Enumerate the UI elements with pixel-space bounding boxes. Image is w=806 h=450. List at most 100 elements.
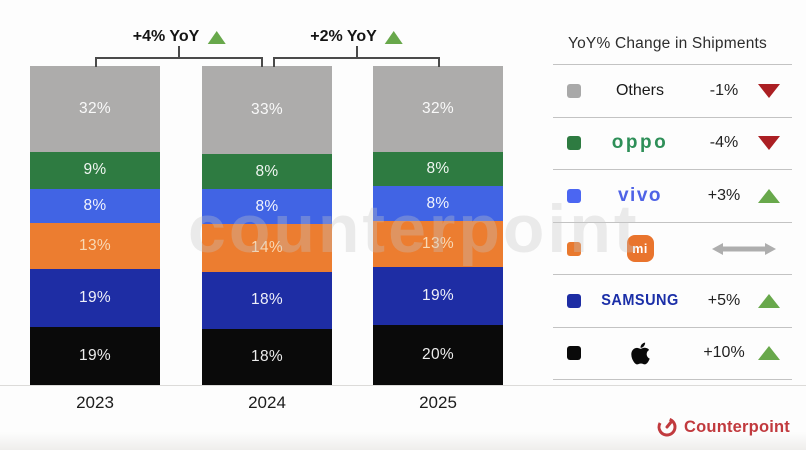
segment-value-label: 33% (251, 101, 283, 119)
segment-value-label: 13% (422, 234, 454, 252)
yoy-change-value: -1% (709, 81, 739, 99)
yoy-bracket-2023-2024: +4% YoY (95, 28, 263, 67)
trend-up-icon (758, 346, 780, 361)
yoy-change-value: +5% (707, 292, 741, 310)
trend-down-icon (758, 136, 780, 151)
bar-stack-2024: 33% 8% 8% 14% 18% 18% (202, 66, 332, 385)
bracket-tick (355, 46, 358, 59)
segment-value-label: 18% (251, 291, 283, 309)
yoy-annotation-label: +2% YoY (310, 28, 377, 45)
bar-stack-2023: 32% 9% 8% 13% 19% 19% (30, 66, 160, 385)
segment-samsung-2025: 19% (373, 266, 503, 325)
legend-row-apple: +10% (553, 326, 792, 380)
segment-vivo-2023: 8% (30, 188, 160, 224)
xiaomi-mi-logo-icon: mi (626, 235, 654, 263)
yoy-change-value: +10% (703, 344, 745, 362)
legend-swatch-vivo (567, 188, 581, 203)
legend-row-others: Others -1% (553, 64, 792, 117)
segment-value-label: 8% (426, 159, 450, 177)
segment-value-label: 8% (83, 196, 107, 214)
segment-oppo-2025: 8% (373, 151, 503, 187)
trend-down-icon (758, 83, 780, 98)
trend-flat-cell (699, 242, 789, 256)
segment-value-label: 19% (79, 288, 111, 306)
segment-vivo-2025: 8% (373, 186, 503, 222)
yoy-bracket-2024-2025: +2% YoY (273, 28, 440, 67)
bar-2025: 32% 8% 8% 13% 19% 20% 2025 (373, 66, 503, 413)
segment-value-label: 8% (255, 197, 279, 215)
flat-trend-arrow-icon (712, 242, 776, 255)
segment-value-label: 9% (83, 161, 107, 178)
segment-value-label: 32% (422, 99, 454, 117)
counterpoint-logo: Counterpoint (656, 416, 790, 438)
brand-cell-others: Others (581, 82, 699, 100)
trend-cell (749, 346, 789, 361)
legend-row-xiaomi: mi (553, 221, 792, 275)
segment-apple-2025: 20% (373, 324, 503, 385)
bar-2023: 32% 9% 8% 13% 19% 19% 2023 (30, 66, 160, 413)
segment-others-2023: 32% (30, 66, 160, 152)
brand-cell-apple (581, 341, 699, 366)
trend-up-icon (207, 30, 226, 44)
segment-apple-2023: 19% (30, 326, 160, 385)
segment-value-label: 19% (422, 286, 454, 304)
legend-row-vivo: vivo +3% (553, 169, 792, 222)
segment-vivo-2024: 8% (202, 189, 332, 225)
bar-stack-2025: 32% 8% 8% 13% 19% 20% (373, 66, 503, 385)
legend-swatch-oppo (567, 136, 581, 151)
segment-others-2024: 33% (202, 66, 332, 155)
trend-up-icon (758, 294, 780, 309)
x-axis-label-2024: 2024 (248, 393, 286, 412)
segment-xiaomi-2023: 13% (30, 223, 160, 269)
brand-cell-vivo: vivo (581, 185, 699, 207)
segment-xiaomi-2024: 14% (202, 224, 332, 273)
segment-value-label: 20% (422, 345, 454, 363)
segment-value-label: 32% (79, 99, 111, 117)
brand-cell-xiaomi: mi (581, 235, 699, 263)
x-axis-line (0, 385, 806, 386)
yoy-change-value: +3% (707, 186, 741, 204)
segment-oppo-2023: 9% (30, 151, 160, 189)
vivo-wordmark: vivo (617, 184, 663, 206)
trend-cell (749, 188, 789, 203)
apple-logo-icon (630, 342, 650, 365)
legend-swatch-others (567, 83, 581, 98)
brand-cell-samsung: SAMSUNG (581, 292, 699, 310)
yoy-change-value: -4% (709, 134, 739, 152)
segment-value-label: 13% (79, 237, 111, 255)
legend-title: YoY% Change in Shipments (568, 35, 767, 52)
yoy-annotation-2024: +4% YoY (133, 28, 226, 46)
brand-cell-oppo: oppo (581, 132, 699, 154)
segment-oppo-2024: 8% (202, 154, 332, 190)
legend-swatch-apple (567, 346, 581, 361)
counterpoint-wordmark: Counterpoint (684, 417, 790, 436)
bracket-tick (178, 46, 180, 59)
segment-value-label: 19% (79, 346, 111, 364)
trend-cell (749, 294, 789, 309)
trend-cell (749, 136, 789, 151)
segment-others-2025: 32% (373, 66, 503, 152)
yoy-annotation-2025: +2% YoY (310, 28, 403, 46)
legend-row-samsung: SAMSUNG +5% (553, 274, 792, 327)
segment-value-label: 18% (251, 347, 283, 365)
legend-row-oppo: oppo -4% (553, 116, 792, 170)
segment-value-label: 8% (255, 162, 279, 180)
segment-value-label: 8% (426, 194, 450, 212)
oppo-wordmark: oppo (611, 132, 669, 154)
counterpoint-gauge-icon (657, 417, 677, 437)
segment-samsung-2023: 19% (30, 268, 160, 327)
trend-up-icon (384, 30, 403, 44)
x-axis-label-2023: 2023 (76, 393, 114, 412)
segment-xiaomi-2025: 13% (373, 221, 503, 267)
segment-samsung-2024: 18% (202, 272, 332, 329)
legend-list: Others -1% oppo -4% vivo +3% mi SAMSUNG +5% +10% (553, 64, 792, 380)
bar-2024: 33% 8% 8% 14% 18% 18% 2024 (202, 66, 332, 413)
samsung-wordmark: SAMSUNG (601, 292, 679, 310)
yoy-annotation-label: +4% YoY (132, 28, 200, 45)
x-axis-label-2025: 2025 (419, 393, 457, 412)
trend-up-icon (758, 188, 780, 203)
others-wordmark: Others (615, 81, 664, 99)
segment-apple-2024: 18% (202, 328, 332, 385)
segment-value-label: 14% (251, 239, 283, 257)
